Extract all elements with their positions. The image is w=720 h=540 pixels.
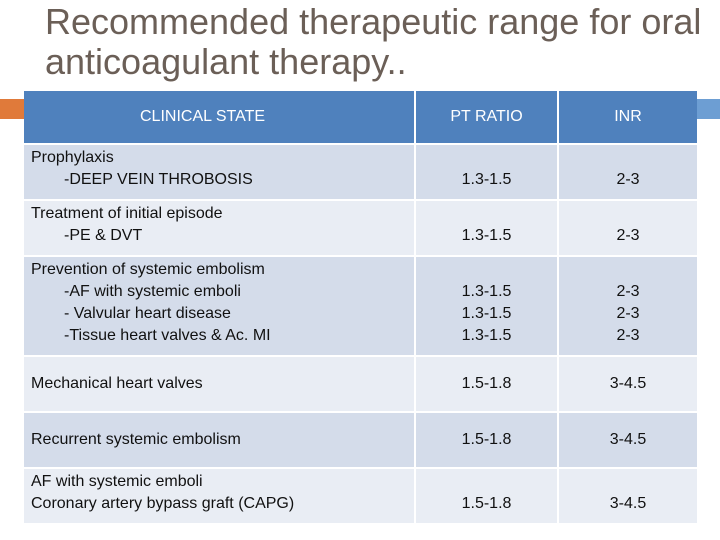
pt-value: 1.5-1.8 [461,495,512,512]
inr-cell: 2-3 2-3 2-3 [559,257,697,357]
table-header-row: CLINICAL STATE PT RATIO INR [24,91,697,145]
header-inr: INR [559,91,697,145]
pt-value: 1.5-1.8 [461,431,512,448]
pt-value: 1.3-1.5 [461,171,512,188]
pt-ratio-cell: 1.5-1.8 [416,413,559,469]
accent-bar-right [697,99,720,119]
inr-value: 2-3 [616,227,640,244]
pt-ratio-cell: 1.3-1.5 [416,201,559,257]
state-main: Recurrent systemic embolism [31,431,241,448]
inr-value: 3-4.5 [609,431,647,448]
pt-value: 1.3-1.5 [461,305,512,322]
pt-ratio-cell: 1.3-1.5 1.3-1.5 1.3-1.5 [416,257,559,357]
state-sub: -DEEP VEIN THROBOSIS [64,171,253,188]
table-row: Treatment of initial episode -PE & DVT 1… [24,201,697,257]
state-main: Treatment of initial episode [31,205,223,222]
clinical-state-cell: Recurrent systemic embolism [24,413,416,469]
inr-value: 2-3 [616,283,640,300]
state-main: Mechanical heart valves [31,375,203,392]
state-sub: Coronary artery bypass graft (CAPG) [31,495,295,512]
inr-value: 3-4.5 [609,375,647,392]
state-sub: -Tissue heart valves & Ac. MI [64,327,271,344]
state-main: AF with systemic emboli [31,473,203,490]
pt-value: 1.5-1.8 [461,375,512,392]
inr-value: 2-3 [616,305,640,322]
pt-value: 1.3-1.5 [461,283,512,300]
clinical-state-cell: Prevention of systemic embolism -AF with… [24,257,416,357]
pt-ratio-cell: 1.5-1.8 [416,469,559,525]
slide-title: Recommended therapeutic range for oral a… [45,1,702,82]
clinical-state-cell: Mechanical heart valves [24,357,416,413]
inr-cell: 3-4.5 [559,469,697,525]
clinical-state-cell: Treatment of initial episode -PE & DVT [24,201,416,257]
table-row: Mechanical heart valves 1.5-1.8 3-4.5 [24,357,697,413]
state-sub: - Valvular heart disease [64,305,231,322]
pt-value: 1.3-1.5 [461,327,512,344]
state-main: Prevention of systemic embolism [31,261,265,278]
pt-ratio-cell: 1.5-1.8 [416,357,559,413]
table-row: AF with systemic emboli Coronary artery … [24,469,697,525]
pt-value: 1.3-1.5 [461,227,512,244]
inr-cell: 3-4.5 [559,357,697,413]
state-main: Prophylaxis [31,149,114,166]
accent-bar-left [0,99,24,119]
header-pt-ratio: PT RATIO [416,91,559,145]
inr-value: 2-3 [616,171,640,188]
clinical-state-cell: AF with systemic emboli Coronary artery … [24,469,416,525]
table-row: Prevention of systemic embolism -AF with… [24,257,697,357]
table-row: Recurrent systemic embolism 1.5-1.8 3-4.… [24,413,697,469]
state-sub: -AF with systemic emboli [64,283,241,300]
inr-value: 2-3 [616,327,640,344]
inr-value: 3-4.5 [609,495,647,512]
state-sub: -PE & DVT [64,227,143,244]
header-clinical-state: CLINICAL STATE [24,91,416,145]
pt-ratio-cell: 1.3-1.5 [416,145,559,201]
table-row: Prophylaxis -DEEP VEIN THROBOSIS 1.3-1.5… [24,145,697,201]
inr-cell: 3-4.5 [559,413,697,469]
anticoagulant-table: CLINICAL STATE PT RATIO INR Prophylaxis … [24,91,697,525]
clinical-state-cell: Prophylaxis -DEEP VEIN THROBOSIS [24,145,416,201]
inr-cell: 2-3 [559,201,697,257]
inr-cell: 2-3 [559,145,697,201]
